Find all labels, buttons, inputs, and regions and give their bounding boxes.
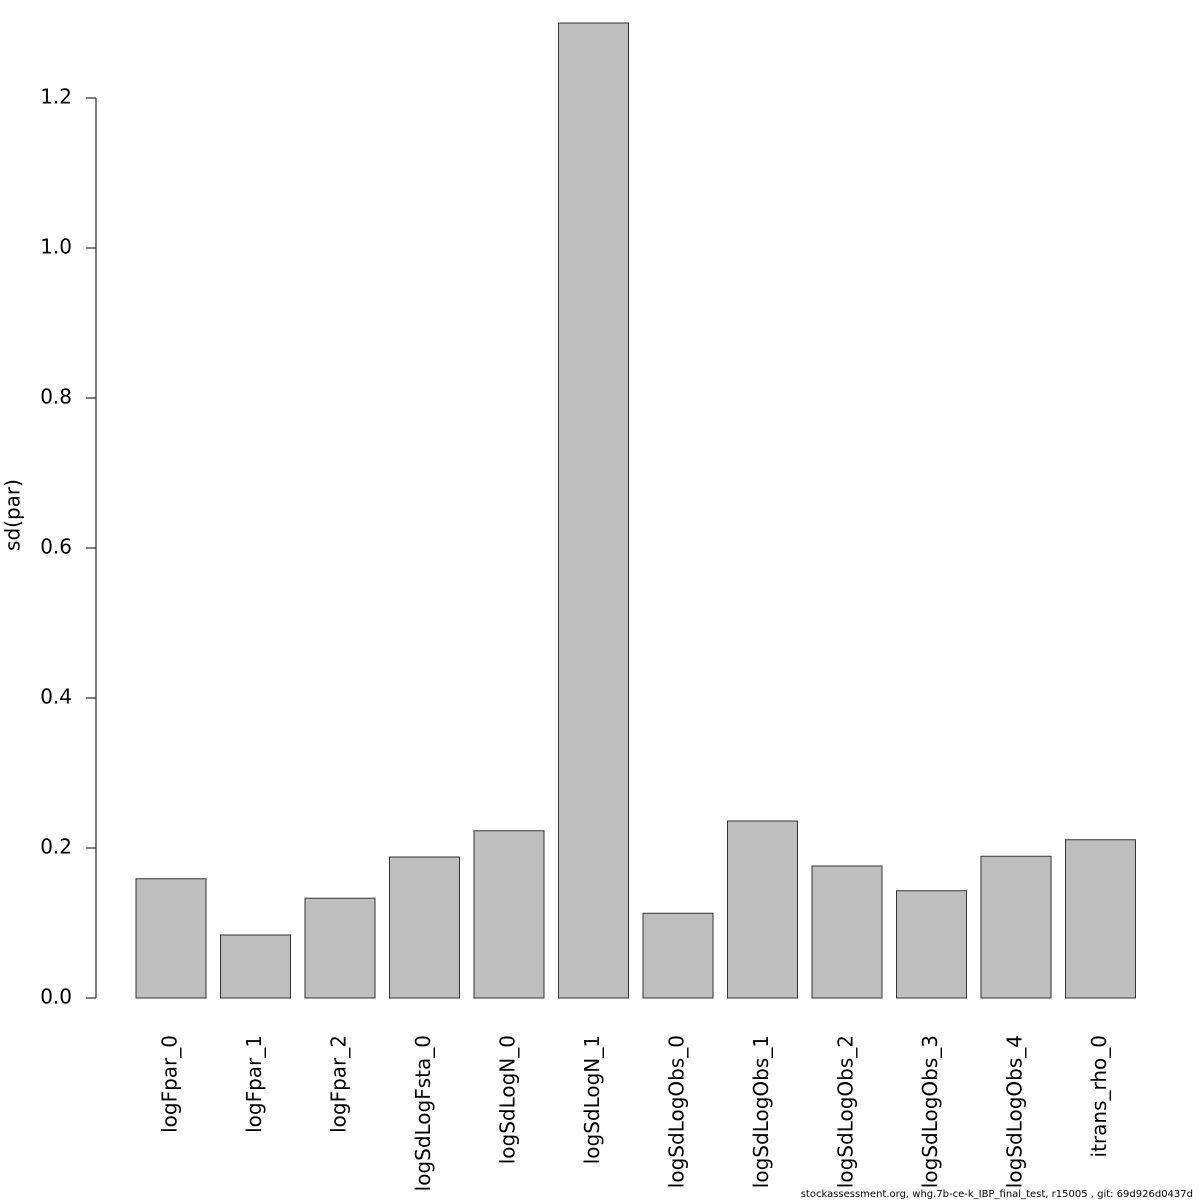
bar <box>473 830 545 999</box>
x-tick-label: logSdLogObs_0 <box>665 1035 689 1188</box>
x-tick-label: logSdLogObs_3 <box>918 1035 942 1188</box>
bar <box>980 855 1052 999</box>
x-tick-label: logSdLogFsta_0 <box>411 1035 435 1191</box>
bar <box>896 890 967 999</box>
bar <box>389 856 460 999</box>
y-tick-label: 0.4 <box>40 685 72 709</box>
bar <box>304 897 376 999</box>
x-tick-label: logSdLogN_0 <box>496 1035 520 1164</box>
x-tick-label: logSdLogObs_1 <box>749 1035 773 1188</box>
bar <box>135 878 207 999</box>
y-tick-label: 0.8 <box>40 385 72 409</box>
x-tick-label: logSdLogObs_2 <box>834 1035 858 1188</box>
x-tick-label: logFpar_0 <box>158 1035 182 1133</box>
bar <box>558 22 629 999</box>
y-tick-label: 0.0 <box>40 985 72 1009</box>
bar <box>220 934 291 999</box>
x-tick-label: logSdLogN_1 <box>580 1035 604 1164</box>
bar <box>811 865 883 999</box>
x-tick-label: logSdLogObs_4 <box>1003 1035 1027 1188</box>
x-tick-label: logFpar_1 <box>242 1035 266 1133</box>
bar <box>1065 839 1136 999</box>
footnote: stockassessment.org, whg.7b-ce-k_IBP_fin… <box>801 1189 1193 1200</box>
y-tick-label: 0.2 <box>40 835 72 859</box>
bar <box>727 820 798 999</box>
x-tick-label: itrans_rho_0 <box>1087 1035 1111 1157</box>
x-tick-label: logFpar_2 <box>327 1035 351 1133</box>
y-axis-label: sd(par) <box>1 479 25 551</box>
y-tick-label: 1.2 <box>40 85 72 109</box>
y-tick-label: 1.0 <box>40 235 72 259</box>
y-tick-label: 0.6 <box>40 535 72 559</box>
bar <box>642 912 714 999</box>
